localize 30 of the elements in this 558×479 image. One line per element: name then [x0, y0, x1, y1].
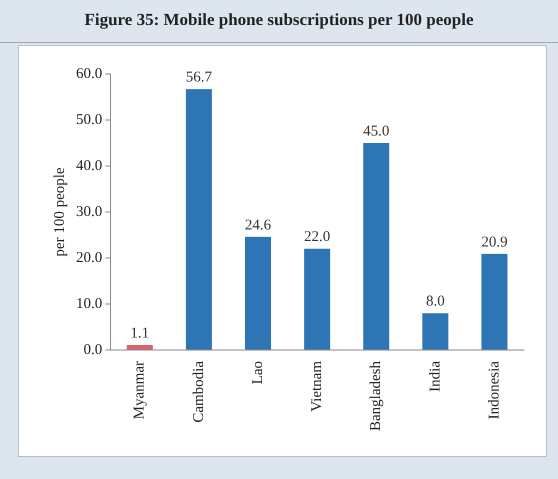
x-tick-label: Vietnam	[309, 360, 326, 412]
bar	[363, 143, 390, 350]
data-label: 45.0	[363, 123, 390, 140]
x-tick-label: Cambodia	[190, 360, 207, 423]
bar	[304, 248, 330, 350]
y-tick-label: 0.0	[84, 342, 102, 358]
data-label: 8.0	[426, 294, 445, 310]
bar	[186, 89, 212, 350]
x-tick-label: Myanmar	[132, 361, 148, 420]
y-tick-label: 40.0	[76, 158, 102, 174]
bar	[481, 254, 508, 350]
x-tick-label: India	[427, 360, 444, 392]
x-tick-label: Indonesia	[486, 360, 502, 420]
chart-title: Figure 35: Mobile phone subscriptions per 100 people	[0, 0, 558, 43]
bar	[126, 344, 153, 350]
y-tick-label: 10.0	[76, 296, 102, 312]
data-label: 24.6	[244, 217, 272, 234]
bar	[245, 236, 272, 350]
x-tick-label: Bangladesh	[368, 360, 384, 431]
data-label: 22.0	[304, 229, 330, 246]
data-label: 1.1	[130, 325, 150, 342]
y-axis-title: per 100 people	[52, 167, 68, 257]
y-tick-label: 60.0	[76, 66, 102, 82]
y-tick-label: 50.0	[76, 112, 102, 128]
y-tick-label: 30.0	[76, 204, 102, 220]
y-tick-label: 20.0	[76, 250, 102, 266]
x-tick-label: Lao	[250, 361, 266, 384]
bar	[422, 313, 448, 350]
data-label: 56.7	[186, 70, 213, 86]
data-label: 20.9	[481, 234, 508, 250]
